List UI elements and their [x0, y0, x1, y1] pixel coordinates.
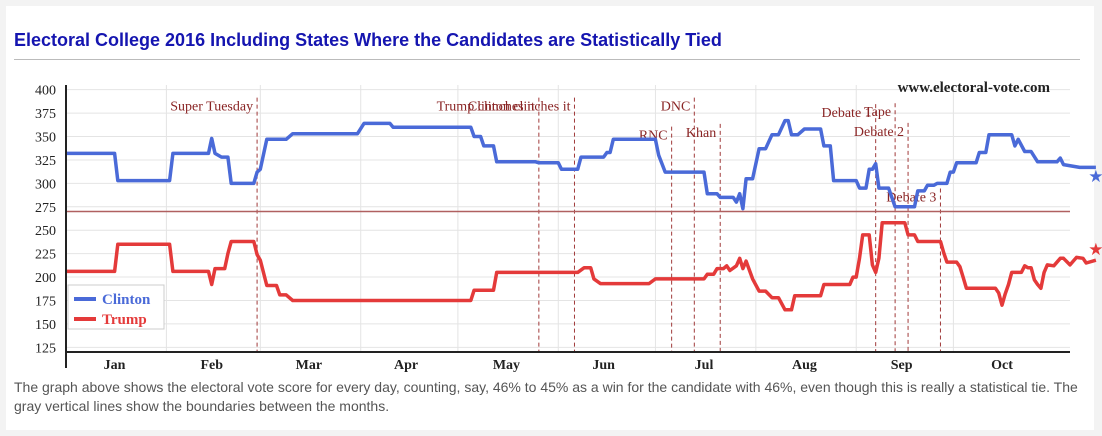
legend-box — [67, 284, 165, 330]
legend-label: Clinton — [102, 292, 151, 308]
y-tick-label: 325 — [35, 154, 56, 169]
y-tick-label: 125 — [35, 341, 56, 356]
y-tick-label: 300 — [35, 177, 56, 192]
month-label: Jul — [695, 358, 714, 373]
y-tick-label: 225 — [35, 248, 56, 263]
series-line-clinton — [66, 118, 1096, 211]
chart-card — [6, 6, 1094, 430]
axes: 125 150 175 200 225 250 275 300 325 350 375 400 Jan F… — [35, 84, 1070, 373]
chart-title: Electoral College 2016 Including States … — [14, 30, 722, 50]
series-lines: ★★ — [66, 118, 1102, 312]
month-label: Aug — [792, 358, 817, 373]
event-label: Super Tuesday — [170, 100, 253, 115]
y-tick-label: 400 — [35, 84, 56, 99]
month-gridlines — [65, 85, 954, 352]
grid — [66, 89, 1070, 348]
chart-caption: The graph above shows the electoral vote… — [14, 379, 1078, 414]
y-tick-label: 275 — [35, 201, 56, 216]
month-label: Jan — [104, 358, 126, 373]
month-label: Oct — [991, 358, 1013, 373]
y-tick-label: 200 — [35, 271, 56, 286]
y-tick-label: 150 — [35, 318, 56, 333]
month-label: Apr — [394, 358, 418, 373]
month-label: Jun — [592, 358, 615, 373]
event-label: Clinton clinches it — [468, 100, 571, 115]
series-end-marker: ★ — [1088, 167, 1102, 186]
legend: Clinton Trump — [67, 284, 165, 330]
watermark: www.electoral-vote.com — [898, 80, 1051, 96]
event-label: DNC — [661, 100, 691, 115]
series-end-marker: ★ — [1088, 240, 1102, 259]
series-line-trump — [66, 220, 1097, 312]
event-label: Tape — [864, 105, 891, 120]
event-label: Trump clinches it — [437, 100, 535, 115]
event-label: Debate 3 — [886, 190, 936, 205]
y-tick-label: 350 — [35, 131, 56, 146]
month-label: May — [493, 358, 520, 373]
y-tick-label: 250 — [35, 224, 56, 239]
event-label: Debate 1 — [822, 106, 872, 121]
event-label: Debate 2 — [854, 125, 904, 140]
y-tick-label: 175 — [35, 294, 56, 309]
month-label: Sep — [891, 358, 913, 373]
title-divider — [14, 59, 1080, 60]
event-label: Khan — [686, 126, 716, 141]
month-label: Feb — [200, 358, 223, 373]
legend-label: Trump — [102, 312, 147, 328]
event-label: RNC — [639, 129, 668, 144]
y-tick-label: 375 — [35, 107, 56, 122]
month-label: Mar — [296, 358, 322, 373]
